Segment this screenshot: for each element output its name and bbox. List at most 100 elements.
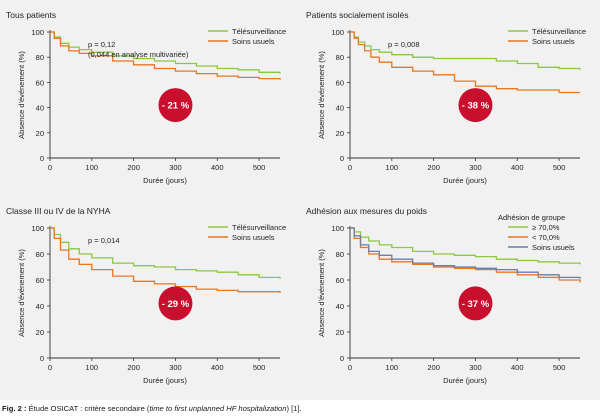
legend-title: Adhésion de groupe (498, 213, 565, 222)
p-value-annotation: p = 0,008 (388, 40, 420, 49)
y-tick-label: 0 (40, 154, 44, 163)
x-tick-label: 300 (169, 163, 182, 172)
y-tick-label: 0 (340, 354, 344, 363)
y-tick-label: 0 (40, 354, 44, 363)
x-tick-label: 100 (386, 363, 399, 372)
x-tick-label: 0 (48, 163, 52, 172)
y-tick-label: 60 (336, 78, 344, 87)
x-tick-label: 500 (553, 363, 566, 372)
y-tick-label: 60 (36, 78, 44, 87)
legend-label: Télésurveillance (232, 27, 286, 36)
y-axis-label: Absence d'événement (%) (317, 51, 326, 139)
reduction-badge (458, 88, 493, 123)
p-value-annotation: p = 0,014 (88, 236, 120, 245)
x-tick-label: 300 (169, 363, 182, 372)
x-axis-label: Durée (jours) (143, 376, 187, 385)
y-tick-label: 100 (31, 224, 44, 233)
y-tick-label: 80 (336, 53, 344, 62)
series-line-usual (350, 31, 580, 94)
x-tick-label: 200 (127, 163, 140, 172)
y-tick-label: 40 (36, 104, 44, 113)
reduction-badge (158, 88, 193, 123)
legend-label: Soins usuels (532, 37, 575, 46)
x-tick-label: 400 (511, 363, 524, 372)
x-tick-label: 500 (253, 363, 266, 372)
x-tick-label: 100 (86, 363, 99, 372)
y-tick-label: 40 (336, 104, 344, 113)
x-tick-label: 200 (427, 163, 440, 172)
caption-text: Étude OSICAT : critère secondaire ( (26, 404, 150, 413)
x-axis-label: Durée (jours) (443, 176, 487, 185)
caption-label: Fig. 2 : (2, 404, 27, 413)
x-tick-label: 0 (348, 163, 352, 172)
reduction-badge-label: - 29 % (162, 299, 190, 310)
x-tick-label: 300 (469, 363, 482, 372)
legend-label: Soins usuels (532, 243, 575, 252)
legend-label: Télésurveillance (232, 223, 286, 232)
legend-label: Soins usuels (232, 37, 275, 46)
series-line-usual_panel4 (350, 227, 581, 279)
reduction-badge (158, 286, 193, 321)
chart-panel-2: Patients socialement isolés 0 20 40 60 80 100 0… (306, 10, 586, 185)
p-value-annotation: p = 0,12 (88, 40, 115, 49)
reduction-badge (458, 286, 493, 321)
legend-label: ≥ 70,0% (532, 223, 560, 232)
x-tick-label: 0 (348, 363, 352, 372)
reduction-badge-label: - 37 % (462, 299, 490, 310)
y-tick-label: 80 (336, 250, 344, 259)
x-tick-label: 300 (469, 163, 482, 172)
x-axis-label: Durée (jours) (143, 176, 187, 185)
y-tick-label: 20 (336, 328, 344, 337)
x-tick-label: 100 (86, 163, 99, 172)
figure-panel: Tous patients 0 20 40 60 80 100 0 100 200 300 400 50… (0, 0, 600, 400)
chart-title: Tous patients (6, 10, 56, 20)
y-tick-label: 60 (336, 276, 344, 285)
y-tick-label: 100 (331, 224, 344, 233)
x-tick-label: 400 (211, 163, 224, 172)
p-value-annotation: (0,044 en analyse multivariée) (88, 50, 189, 59)
chart-title: Classe III ou IV de la NYHA (6, 206, 111, 216)
x-tick-label: 100 (386, 163, 399, 172)
y-axis-label: Absence d'événement (%) (17, 51, 26, 139)
reduction-badge-label: - 38 % (462, 101, 490, 112)
x-tick-label: 400 (511, 163, 524, 172)
x-tick-label: 0 (48, 363, 52, 372)
y-tick-label: 20 (36, 129, 44, 138)
series-line-tele (50, 227, 281, 279)
chart-panel-4: Adhésion aux mesures du poids 0 20 40 60 80 10… (306, 206, 581, 385)
x-axis-label: Durée (jours) (443, 376, 487, 385)
y-tick-label: 100 (31, 28, 44, 37)
y-tick-label: 20 (336, 129, 344, 138)
y-tick-label: 40 (36, 302, 44, 311)
series-line-usual (50, 31, 281, 80)
series-line-usual (50, 227, 281, 293)
y-tick-label: 60 (36, 276, 44, 285)
y-tick-label: 20 (36, 328, 44, 337)
series-line-tele (350, 31, 581, 70)
x-tick-label: 400 (211, 363, 224, 372)
legend-label: < 70,0% (532, 233, 560, 242)
legend-label: Télésurveillance (532, 27, 586, 36)
chart-panel-3: Classe III ou IV de la NYHA 0 20 40 60 80 100 0… (6, 206, 286, 385)
x-tick-label: 200 (127, 363, 140, 372)
y-tick-label: 0 (340, 154, 344, 163)
y-axis-label: Absence d'événement (%) (17, 249, 26, 337)
caption-end: ) [1]. (286, 404, 302, 413)
chart-title: Patients socialement isolés (306, 10, 409, 20)
y-tick-label: 80 (36, 250, 44, 259)
caption-italic: time to first unplanned HF hospitalizati… (149, 404, 287, 413)
y-tick-label: 80 (36, 53, 44, 62)
series-line-tele (50, 31, 281, 74)
x-tick-label: 500 (553, 163, 566, 172)
chart-panel-1: Tous patients 0 20 40 60 80 100 0 100 200 300 400 50… (6, 10, 286, 185)
x-tick-label: 500 (253, 163, 266, 172)
reduction-badge-label: - 21 % (162, 101, 190, 112)
series-line-tele (350, 227, 581, 265)
y-axis-label: Absence d'événement (%) (317, 249, 326, 337)
x-tick-label: 200 (427, 363, 440, 372)
figure-caption: Fig. 2 : Étude OSICAT : critère secondai… (2, 404, 302, 413)
legend-label: Soins usuels (232, 233, 275, 242)
chart-title: Adhésion aux mesures du poids (306, 206, 427, 216)
y-tick-label: 40 (336, 302, 344, 311)
